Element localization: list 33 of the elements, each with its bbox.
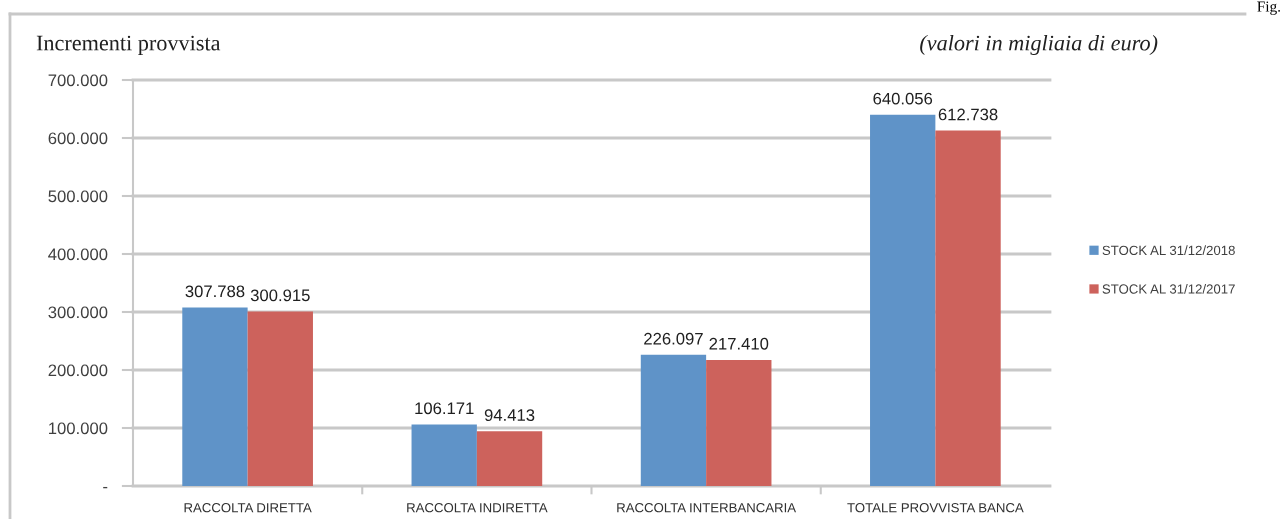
bar bbox=[870, 114, 936, 486]
data-label: 640.056 bbox=[873, 92, 933, 105]
bar bbox=[706, 359, 772, 486]
bar bbox=[247, 311, 313, 486]
y-tick-label: 100.000 bbox=[49, 422, 108, 435]
y-tick-label: - bbox=[103, 486, 108, 489]
y-tick-label: 600.000 bbox=[48, 132, 108, 145]
chart-title: Incrementi provvista bbox=[36, 35, 221, 56]
y-tick-label: 400.000 bbox=[48, 248, 108, 261]
bar bbox=[640, 354, 707, 486]
data-label: 106.171 bbox=[415, 402, 474, 415]
x-tick-label: RACCOLTA INTERBANCARIA bbox=[617, 503, 797, 513]
x-tick-label: RACCOLTA INDIRETTA bbox=[407, 503, 548, 513]
data-label: 300.915 bbox=[250, 289, 310, 302]
y-tick-label: 200.000 bbox=[48, 364, 108, 377]
bar bbox=[411, 424, 477, 486]
legend-label: STOCK AL 31/12/2018 bbox=[1102, 245, 1235, 256]
y-tick-label: 500.000 bbox=[48, 190, 108, 203]
data-label: 94.413 bbox=[484, 409, 535, 421]
chart-subtitle: (valori in migliaia di euro) bbox=[920, 34, 1158, 56]
bar bbox=[182, 307, 248, 486]
x-tick-label: TOTALE PROVVISTA BANCA bbox=[847, 503, 1024, 513]
bar bbox=[935, 130, 1001, 486]
data-label: 226.097 bbox=[644, 332, 703, 345]
x-tick-label: RACCOLTA DIRETTA bbox=[184, 503, 312, 513]
y-tick-label: 700.000 bbox=[48, 74, 108, 87]
legend-label: STOCK AL 31/12/2017 bbox=[1102, 284, 1235, 294]
bar bbox=[476, 431, 543, 486]
data-label: 307.788 bbox=[185, 285, 245, 298]
y-tick-label: 300.000 bbox=[48, 306, 108, 319]
data-label: 612.738 bbox=[938, 108, 998, 121]
text: Fig. bbox=[1257, 1, 1280, 15]
data-label: 217.410 bbox=[709, 337, 769, 350]
